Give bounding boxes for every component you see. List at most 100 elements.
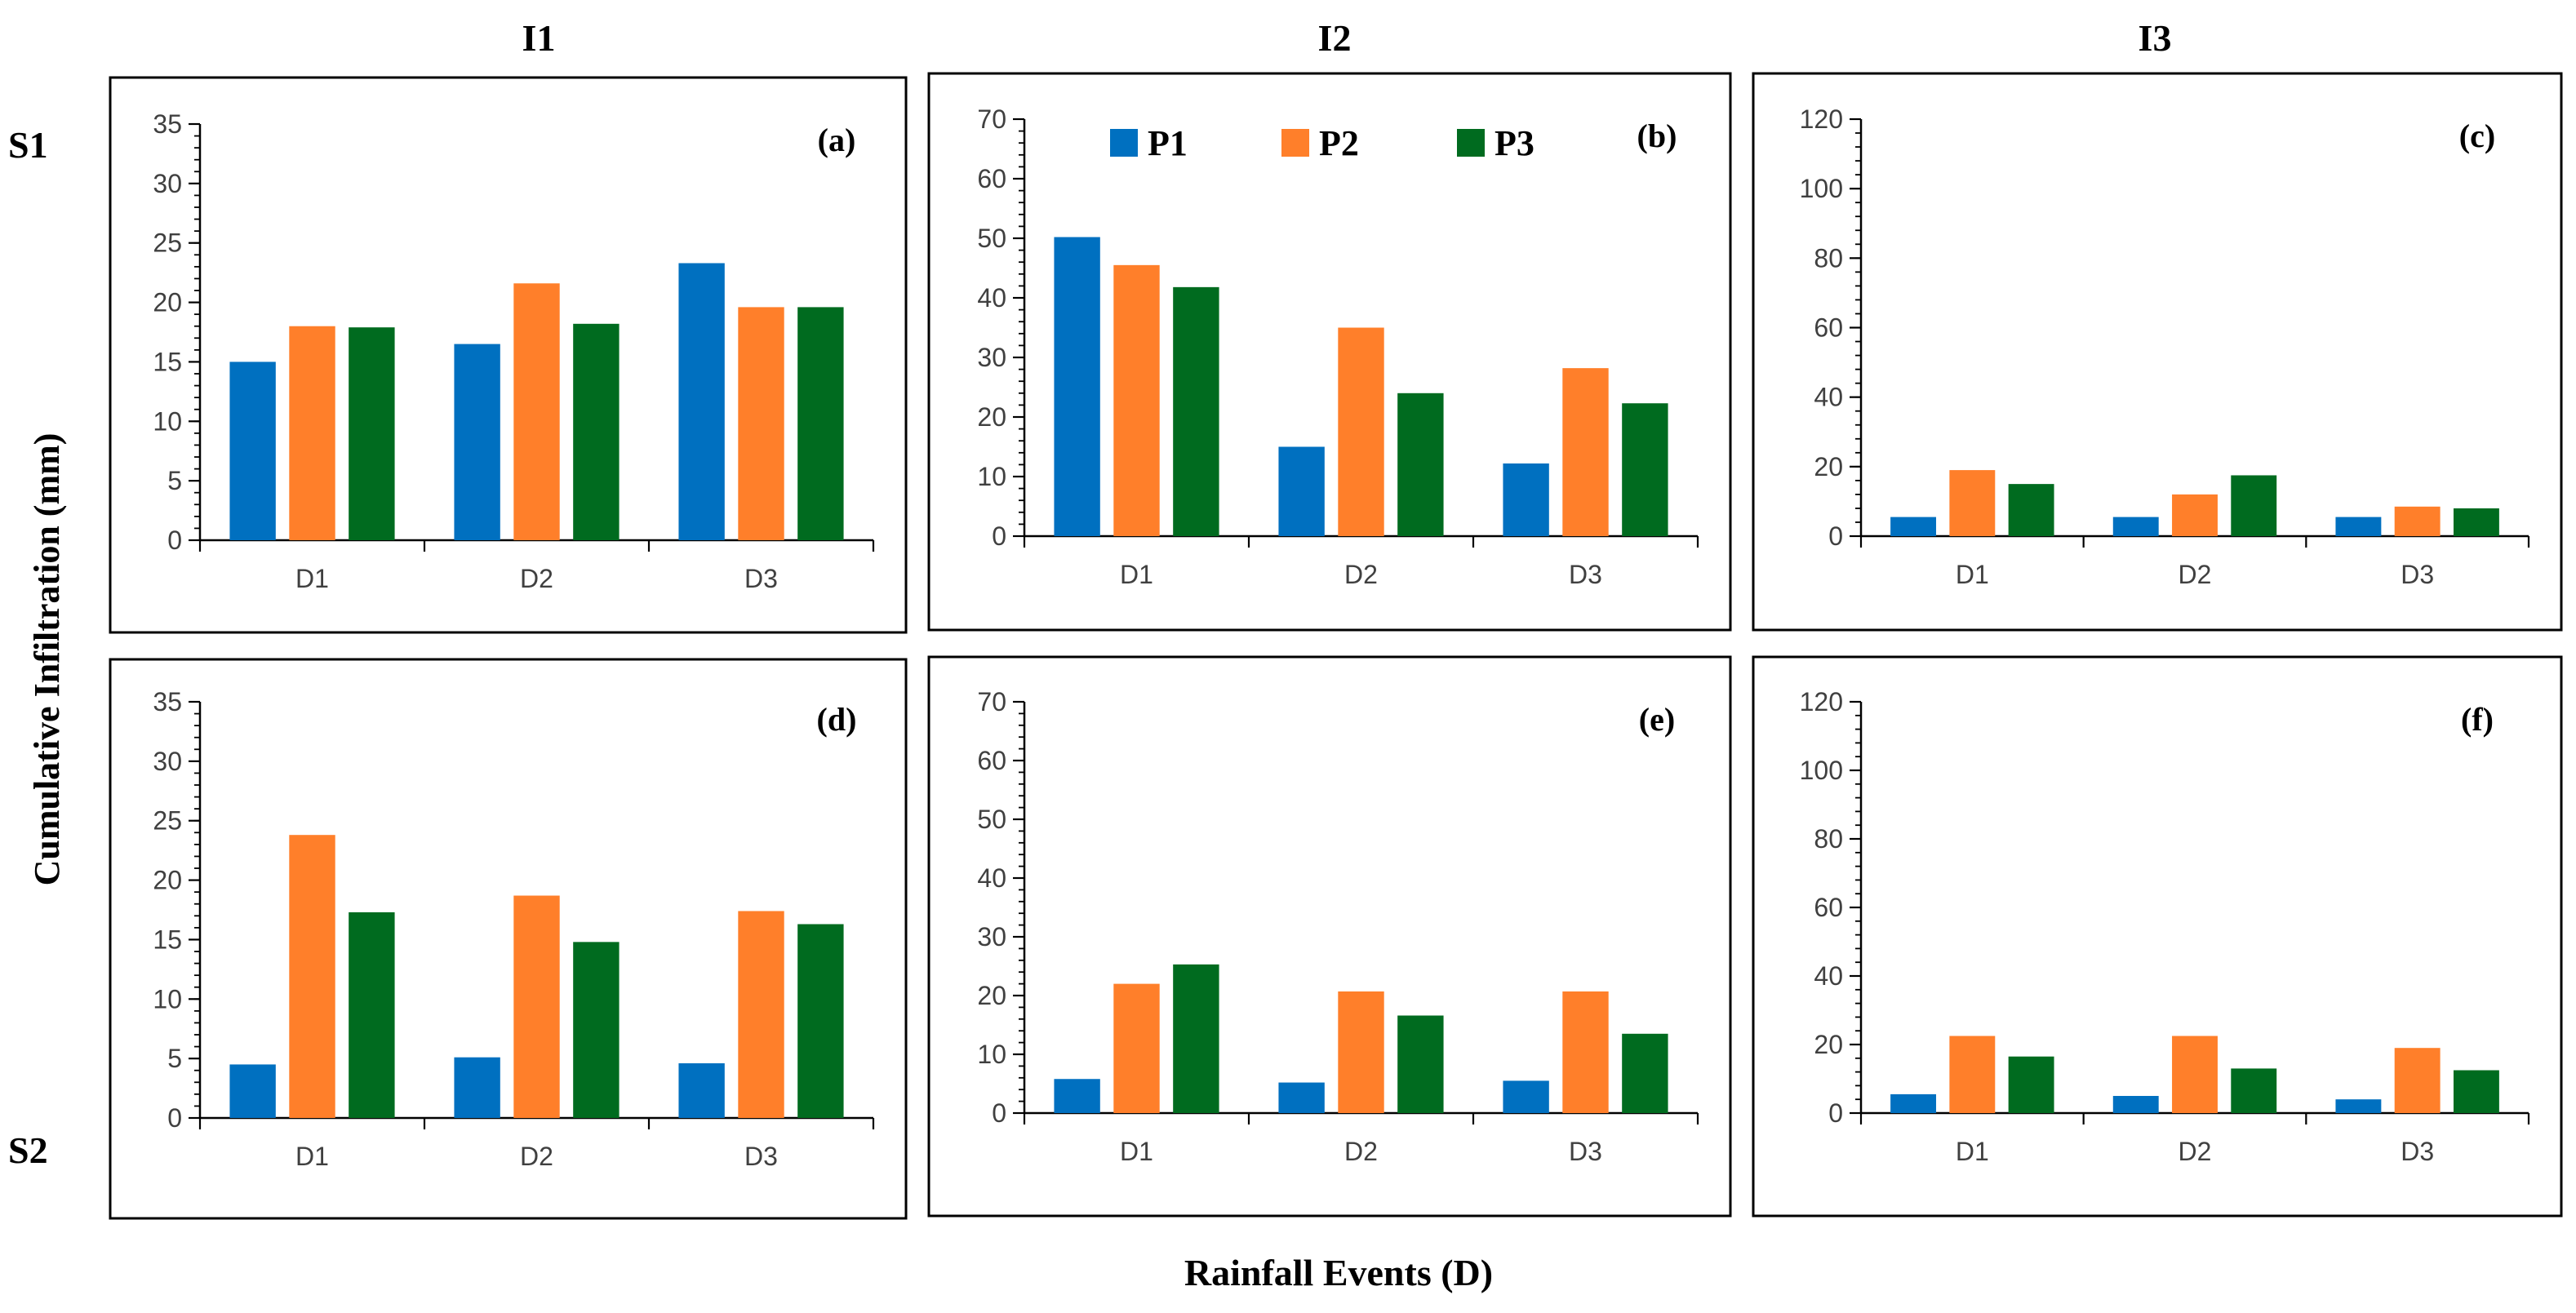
panel-label: (d) bbox=[817, 701, 857, 738]
legend-swatch bbox=[1281, 129, 1309, 157]
bar-p1 bbox=[1503, 1080, 1549, 1113]
y-tick-label: 70 bbox=[977, 104, 1006, 134]
chart-panel: 0 10 20 30 40 50 60 70 D1 D2 D3 (b) bbox=[927, 72, 1732, 632]
x-tick-label: D2 bbox=[2178, 560, 2212, 589]
x-tick-label: D1 bbox=[295, 1142, 329, 1171]
y-tick-label: 30 bbox=[153, 747, 182, 776]
bar-p3 bbox=[573, 323, 620, 540]
bar-p2 bbox=[1562, 368, 1609, 536]
y-tick-label: 60 bbox=[977, 746, 1006, 775]
bar-p1 bbox=[2112, 517, 2159, 536]
y-tick-label: 10 bbox=[977, 1040, 1006, 1069]
bar-p3 bbox=[2231, 475, 2277, 536]
bar-p1 bbox=[1503, 463, 1549, 536]
y-axis-title: Cumulative Infiltration (mm) bbox=[27, 433, 67, 886]
chart-panel: 0 20 40 60 80 100 120 D1 D2 D3 (c) bbox=[1752, 72, 2563, 632]
bar-p1 bbox=[229, 362, 276, 540]
bar-p1 bbox=[1054, 1079, 1100, 1113]
bar-p2 bbox=[738, 911, 784, 1118]
y-tick-label: 60 bbox=[1814, 893, 1843, 922]
legend-swatch bbox=[1457, 129, 1485, 157]
bar-p3 bbox=[1173, 286, 1219, 536]
bar-p3 bbox=[2453, 508, 2499, 536]
legend-label: P3 bbox=[1495, 123, 1534, 163]
bar-p3 bbox=[349, 912, 395, 1118]
y-tick-label: 40 bbox=[1814, 961, 1843, 991]
panel-border bbox=[927, 72, 1732, 632]
x-tick-label: D1 bbox=[295, 564, 329, 593]
bar-p3 bbox=[2453, 1070, 2499, 1113]
y-tick-label: 20 bbox=[153, 866, 182, 895]
panel-border bbox=[1752, 655, 2563, 1218]
bar-p2 bbox=[1338, 327, 1384, 536]
bar-p3 bbox=[349, 327, 395, 540]
chart-panel: 0 20 40 60 80 100 120 D1 D2 D3 (f) bbox=[1752, 655, 2563, 1218]
panel-border bbox=[1752, 72, 2563, 632]
bar-p2 bbox=[1113, 264, 1160, 536]
bar-p2 bbox=[2394, 1048, 2441, 1113]
chart-panel: 0 10 20 30 40 50 60 70 D1 D2 D3 (e) bbox=[927, 655, 1732, 1218]
y-tick-label: 35 bbox=[153, 687, 182, 716]
y-tick-label: 60 bbox=[1814, 313, 1843, 343]
bar-p2 bbox=[2394, 506, 2441, 536]
y-tick-label: 60 bbox=[977, 164, 1006, 193]
y-tick-label: 10 bbox=[977, 462, 1006, 491]
bar-p2 bbox=[1338, 991, 1384, 1113]
x-tick-label: D3 bbox=[1569, 1137, 1602, 1166]
legend-label: P1 bbox=[1148, 123, 1188, 163]
x-tick-label: D2 bbox=[1344, 1137, 1378, 1166]
y-tick-label: 100 bbox=[1800, 174, 1843, 203]
y-tick-label: 5 bbox=[167, 1044, 182, 1073]
bar-p2 bbox=[2172, 1036, 2218, 1113]
bar-p3 bbox=[2008, 484, 2054, 536]
x-tick-label: D3 bbox=[744, 1142, 778, 1171]
panel-label: (f) bbox=[2461, 701, 2494, 738]
y-tick-label: 20 bbox=[1814, 452, 1843, 481]
row-header: S2 bbox=[8, 1129, 48, 1171]
panel-label: (c) bbox=[2459, 118, 2495, 154]
column-header: I1 bbox=[522, 17, 556, 59]
bar-p3 bbox=[797, 924, 844, 1118]
y-tick-label: 40 bbox=[977, 863, 1006, 893]
x-tick-label: D1 bbox=[1956, 560, 1989, 589]
y-tick-label: 120 bbox=[1800, 104, 1843, 134]
bar-p1 bbox=[2112, 1096, 2159, 1113]
x-tick-label: D1 bbox=[1120, 560, 1153, 589]
bar-p2 bbox=[738, 307, 784, 540]
x-tick-label: D2 bbox=[1344, 560, 1378, 589]
y-tick-label: 35 bbox=[153, 109, 182, 139]
panel-label: (e) bbox=[1639, 701, 1675, 738]
chart-panel: 0 5 10 15 20 25 30 35 D1 D2 D3 (d) bbox=[109, 658, 908, 1220]
x-tick-label: D3 bbox=[1569, 560, 1602, 589]
bar-p1 bbox=[1054, 237, 1100, 536]
x-tick-label: D3 bbox=[744, 564, 778, 593]
bar-p3 bbox=[2008, 1056, 2054, 1113]
y-tick-label: 50 bbox=[977, 805, 1006, 834]
bar-p1 bbox=[678, 1062, 725, 1118]
x-tick-label: D3 bbox=[2401, 1137, 2434, 1166]
bar-p1 bbox=[2335, 517, 2382, 536]
legend-swatch bbox=[1110, 129, 1138, 157]
bar-p1 bbox=[1278, 446, 1325, 536]
x-tick-label: D3 bbox=[2401, 560, 2434, 589]
bar-p3 bbox=[1173, 964, 1219, 1113]
y-tick-label: 0 bbox=[1828, 521, 1843, 551]
y-tick-label: 0 bbox=[992, 521, 1006, 551]
y-tick-label: 10 bbox=[153, 406, 182, 436]
bar-p1 bbox=[2335, 1099, 2382, 1113]
x-tick-label: D2 bbox=[2178, 1137, 2212, 1166]
bar-p2 bbox=[1949, 470, 1996, 536]
x-tick-label: D1 bbox=[1956, 1137, 1989, 1166]
y-tick-label: 15 bbox=[153, 925, 182, 954]
y-tick-label: 30 bbox=[977, 343, 1006, 372]
bar-p2 bbox=[513, 895, 560, 1118]
bar-p1 bbox=[1890, 1093, 1937, 1113]
bar-p1 bbox=[454, 344, 500, 540]
panel-border bbox=[109, 658, 908, 1220]
bar-p2 bbox=[1949, 1036, 1996, 1113]
bar-p2 bbox=[513, 283, 560, 540]
bar-p3 bbox=[2231, 1068, 2277, 1113]
bar-p3 bbox=[1622, 1033, 1668, 1113]
y-tick-label: 40 bbox=[977, 283, 1006, 313]
